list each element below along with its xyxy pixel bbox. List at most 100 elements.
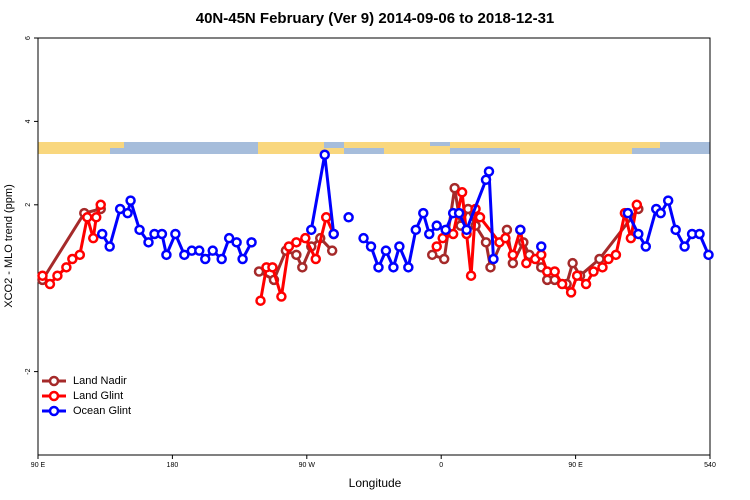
data-point — [122, 207, 133, 219]
data-point — [507, 249, 519, 261]
data-point — [703, 249, 714, 261]
y-axis-label: XCO2 - MLO trend (ppm) — [3, 184, 15, 307]
data-point — [501, 224, 513, 236]
data-point — [625, 232, 637, 244]
data-point — [216, 253, 227, 265]
data-point — [143, 237, 154, 248]
data-point — [343, 212, 354, 223]
x-axis-label: Longitude — [349, 476, 402, 490]
data-point — [571, 270, 583, 281]
data-point — [310, 253, 322, 265]
data-point — [300, 232, 311, 244]
data-point — [449, 182, 460, 194]
data-point — [507, 257, 519, 269]
data-point — [488, 253, 499, 265]
data-point — [358, 232, 369, 244]
data-point — [88, 232, 99, 244]
legend-marker — [48, 405, 60, 417]
data-point — [631, 199, 643, 211]
data-point — [194, 245, 205, 256]
legend-label: Ocean Glint — [73, 405, 131, 417]
data-point — [426, 249, 438, 261]
data-point — [67, 253, 78, 265]
data-point — [465, 270, 477, 281]
data-point — [679, 241, 690, 252]
data-point — [622, 207, 634, 219]
data-point — [549, 266, 560, 277]
data-point — [453, 207, 465, 219]
data-point — [161, 249, 172, 261]
data-point — [556, 278, 568, 290]
data-point — [536, 241, 547, 252]
data-point — [567, 257, 578, 269]
legend: Land Nadir Land Glint Ocean Glint — [42, 375, 131, 417]
data-point — [319, 149, 330, 161]
y-tick-label: 4 — [25, 119, 32, 123]
data-point — [655, 207, 666, 219]
data-point — [431, 241, 442, 252]
data-point — [90, 212, 102, 223]
data-point — [297, 262, 308, 273]
data-point — [500, 232, 511, 244]
data-point — [326, 245, 338, 256]
data-point — [237, 253, 248, 265]
x-tick-label: 540 — [704, 462, 716, 469]
plot-frame — [37, 37, 711, 456]
data-point — [633, 228, 644, 240]
data-point — [283, 241, 295, 252]
data-point — [536, 249, 547, 261]
data-point — [640, 241, 652, 252]
y-tick-label: -2 — [25, 368, 32, 374]
data-point — [37, 270, 48, 281]
data-point — [438, 253, 450, 265]
data-point — [440, 224, 451, 236]
data-point — [485, 262, 496, 273]
data-point — [114, 203, 126, 215]
chart-title: 40N-45N February (Ver 9) 2014-09-06 to 2… — [196, 10, 555, 27]
data-point — [291, 237, 302, 248]
x-tick-label: 0 — [439, 462, 443, 469]
data-point — [328, 228, 339, 240]
data-point — [431, 220, 442, 231]
data-point — [156, 228, 168, 240]
data-point — [456, 187, 468, 198]
data-point — [474, 212, 486, 223]
data-point — [447, 228, 459, 240]
data-point — [170, 228, 181, 240]
data-point — [521, 257, 532, 269]
data-point — [246, 237, 257, 248]
data-point — [394, 241, 405, 252]
data-point — [134, 224, 145, 236]
data-point — [373, 262, 384, 273]
data-point — [594, 253, 605, 265]
data-point — [694, 228, 705, 240]
data-point — [588, 266, 599, 277]
data-point — [365, 241, 377, 252]
y-tick-label: 6 — [25, 36, 32, 40]
x-tick-label: 180 — [167, 462, 179, 469]
data-point — [461, 224, 472, 236]
data-point — [480, 237, 492, 248]
data-point — [662, 195, 674, 206]
surface-strip — [38, 142, 710, 154]
data-point — [74, 249, 86, 261]
x-tick-label: 90 E — [31, 462, 46, 469]
data-point — [483, 166, 495, 177]
data-point — [291, 249, 302, 261]
data-point — [82, 212, 93, 223]
data-point — [231, 237, 242, 248]
data-point — [480, 174, 492, 186]
data-point — [580, 278, 592, 290]
data-point — [403, 262, 414, 273]
legend-label: Land Glint — [73, 390, 123, 402]
data-point — [125, 195, 136, 206]
y-tick-label: 2 — [25, 203, 32, 207]
data-point — [223, 232, 235, 244]
data-point — [61, 262, 72, 273]
data-point — [52, 270, 63, 281]
data-point — [179, 249, 190, 261]
data-point — [44, 278, 56, 290]
data-point — [410, 224, 422, 236]
